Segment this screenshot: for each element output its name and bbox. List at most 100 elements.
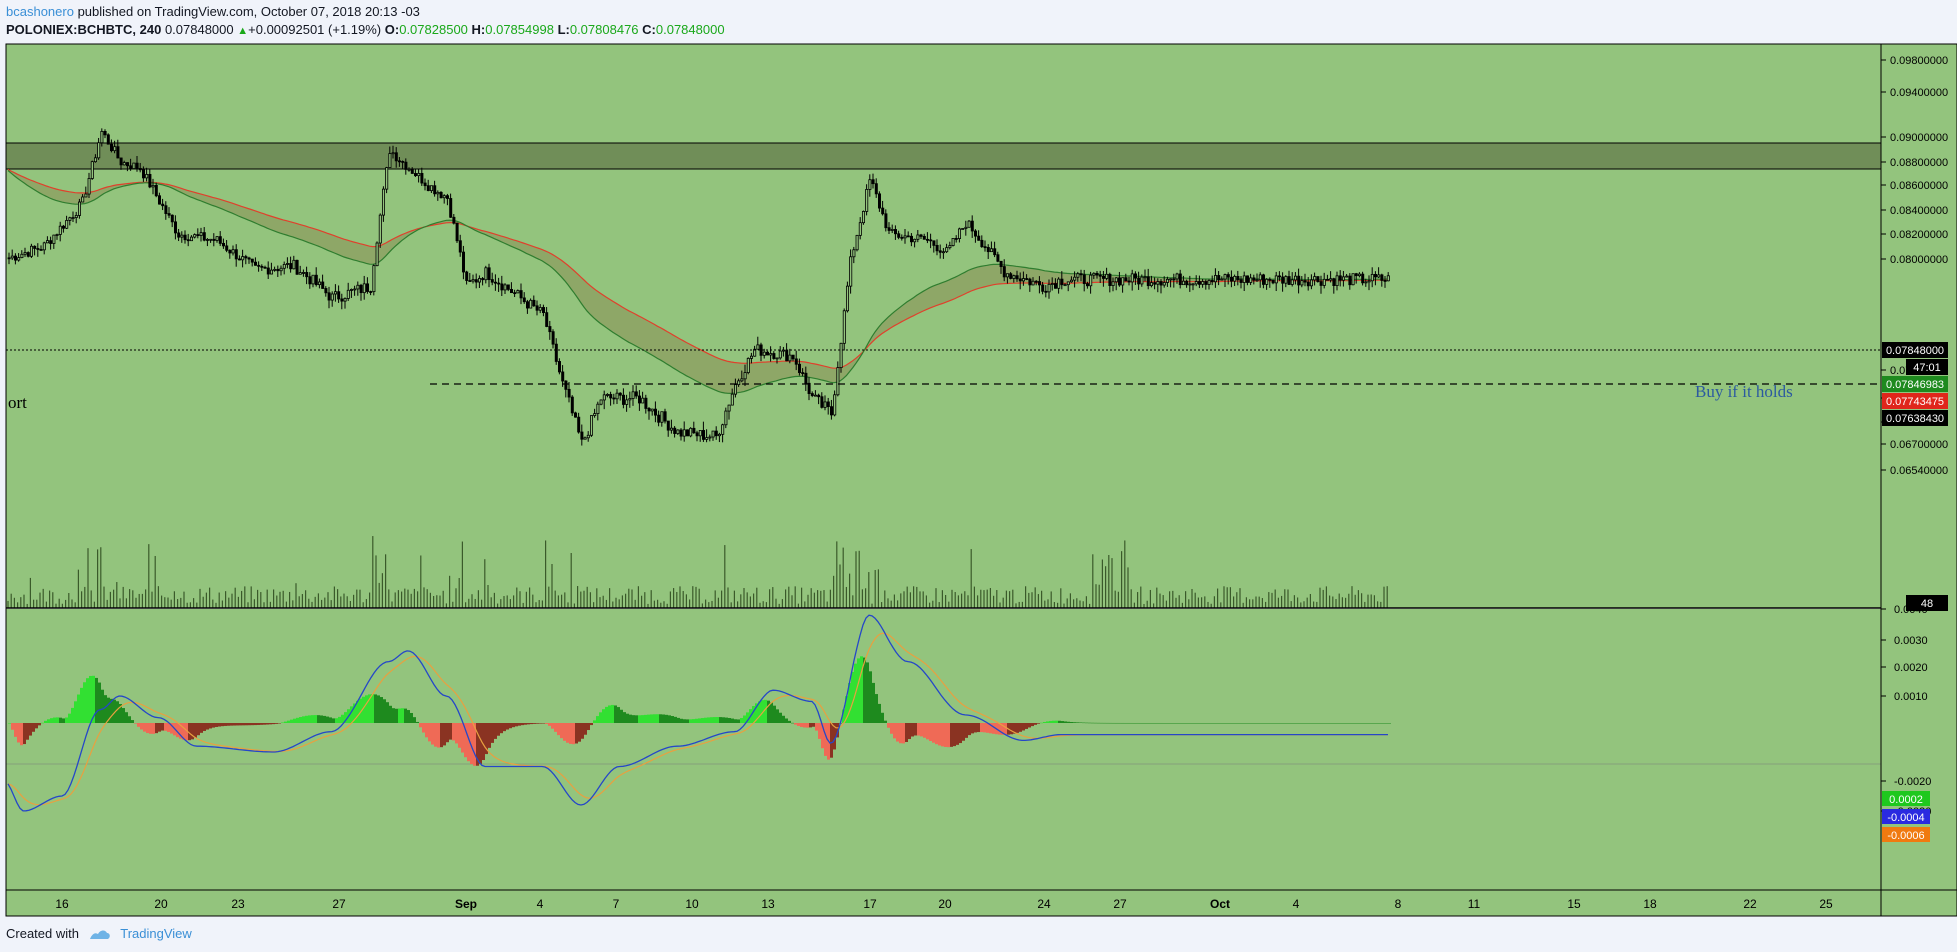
buy-annotation[interactable]: Buy if it holds (1695, 382, 1793, 401)
histogram-bar (1214, 723, 1217, 724)
histogram-bar (842, 709, 845, 723)
histogram-bar (1340, 723, 1343, 724)
histogram-bar (806, 723, 809, 728)
histogram-bar (884, 720, 887, 723)
candle-body (858, 222, 862, 236)
candle-body (814, 394, 818, 397)
time-axis[interactable] (6, 890, 1881, 916)
histogram-bar (659, 714, 662, 723)
candle-body (458, 240, 462, 253)
candle-body (157, 195, 161, 205)
candle-body (1198, 281, 1202, 285)
histogram-bar (329, 717, 332, 723)
tradingview-link[interactable]: TradingView (120, 926, 192, 941)
histogram-bar (653, 714, 656, 723)
time-tick-label: 18 (1643, 897, 1657, 911)
candle-body (94, 157, 98, 163)
price-pane[interactable] (6, 44, 1881, 608)
candle-body (58, 225, 62, 235)
author-link[interactable]: bcashonero (6, 4, 74, 19)
candle-body (39, 249, 43, 251)
candle-body (586, 434, 590, 439)
candle-body (516, 290, 520, 294)
candle-body (1214, 275, 1218, 283)
macd-pane[interactable] (6, 609, 1881, 890)
histogram-bar (494, 723, 497, 739)
histogram-bar (1358, 723, 1361, 724)
candle-body (698, 430, 702, 437)
histogram-bar (1091, 722, 1094, 724)
candle-body (631, 391, 635, 399)
histogram-bar (563, 723, 566, 741)
candle-body (164, 205, 168, 214)
candle-body (269, 269, 273, 275)
candle-body (1156, 281, 1160, 285)
candle-body (977, 235, 981, 241)
candle-body (676, 429, 680, 434)
time-tick-label: 24 (1037, 897, 1051, 911)
histogram-bar (1244, 723, 1247, 724)
candle-body (801, 372, 805, 374)
histogram-bar (584, 723, 587, 735)
histogram-bar (698, 718, 701, 723)
tradingview-logo-icon[interactable] (89, 928, 111, 941)
histogram-bar (362, 696, 365, 723)
histogram-bar (335, 718, 338, 723)
price-tags: 0.07848000 47:01 0.07846983 0.07743475 0.076… (1882, 342, 1948, 842)
histogram-bar (590, 723, 593, 726)
histogram-bar (368, 694, 371, 723)
histogram-bar (728, 718, 731, 723)
histogram-bar (512, 723, 515, 728)
histogram-bar (1079, 722, 1082, 723)
histogram-bar (821, 723, 824, 749)
candle-body (1297, 275, 1301, 286)
candle-body (493, 281, 497, 284)
histogram-bar (932, 723, 935, 743)
resistance-zone[interactable] (5, 142, 1882, 170)
histogram-bar (248, 723, 251, 726)
time-tick-label: 15 (1567, 897, 1581, 911)
histogram-bar (287, 720, 290, 723)
histogram-bar (1355, 723, 1358, 724)
candle-body (823, 401, 827, 408)
candle-body (506, 284, 510, 290)
candle-body (135, 162, 139, 169)
candle-body (1028, 278, 1032, 286)
candle-body (244, 256, 248, 259)
candle-body (225, 245, 229, 251)
candle-body (1018, 278, 1022, 282)
price-axis[interactable] (1881, 44, 1957, 890)
histogram-bar (1268, 723, 1271, 724)
candle-body (317, 281, 321, 286)
histogram-bar (794, 723, 797, 725)
candle-body (647, 408, 651, 412)
candle-body (596, 403, 600, 414)
time-axis-labels: 16 20 23 27 Sep 4 7 10 13 17 20 24 27 Oct 4 8 11 15 18 22 25 (55, 897, 1833, 911)
histogram-bar (1100, 722, 1103, 724)
histogram-bar (1298, 723, 1301, 724)
candle-body (209, 238, 213, 241)
candle-body (1310, 279, 1314, 287)
candle-body (686, 429, 690, 437)
candle-body (442, 195, 446, 199)
candle-body (1332, 278, 1336, 286)
candle-body (1281, 276, 1285, 284)
histogram-bar (275, 723, 278, 724)
candle-body (1342, 276, 1346, 281)
candle-body (529, 299, 533, 309)
candle-body (1242, 275, 1246, 283)
candle-body (484, 267, 488, 281)
candle-body (762, 351, 766, 356)
candle-body (23, 252, 27, 255)
candle-body (679, 429, 683, 437)
candle-body (234, 249, 238, 260)
candle-body (500, 283, 504, 291)
candle-body (1233, 275, 1237, 282)
histogram-bar (500, 723, 503, 734)
histogram-bar (1148, 722, 1151, 724)
chart-canvas[interactable]: Buy if it holds ort 0.09800000 0.09400000… (0, 42, 1957, 918)
histogram-bar (35, 723, 38, 729)
candle-body (356, 284, 360, 290)
histogram-bar (923, 723, 926, 738)
histogram-bar (206, 723, 209, 730)
